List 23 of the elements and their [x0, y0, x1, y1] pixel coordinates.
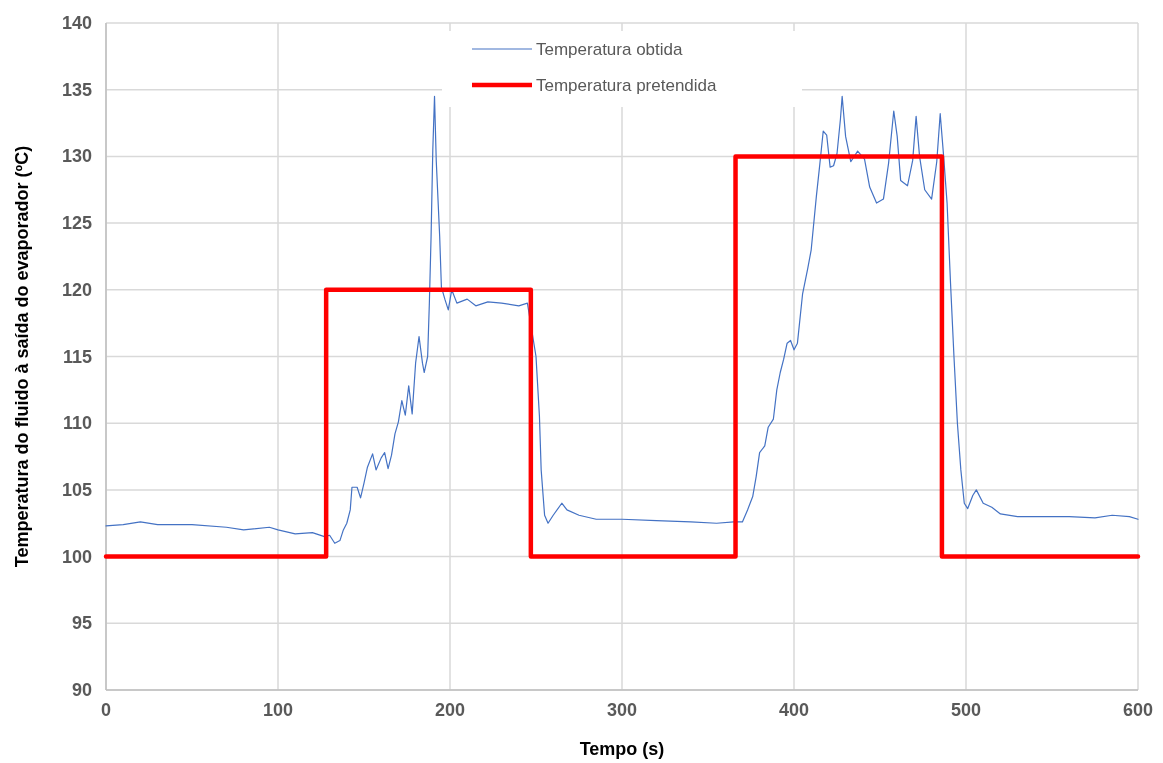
x-tick-label: 600 [1122, 700, 1154, 720]
x-tick-label: 0 [100, 700, 112, 720]
x-axis-title: Tempo (s) [579, 739, 665, 759]
y-tick-label: 115 [62, 346, 92, 367]
y-tick-label: 125 [61, 213, 92, 234]
legend-label: Temperatura obtida [536, 40, 684, 59]
legend-label: Temperatura pretendida [536, 76, 718, 95]
y-tick-label: 140 [61, 13, 92, 33]
x-tick-label: 300 [606, 700, 638, 720]
y-tick-label: 130 [61, 146, 92, 167]
y-tick-label: 100 [61, 546, 92, 567]
y-tick-label: 95 [71, 613, 92, 634]
x-tick-label: 100 [262, 700, 294, 720]
y-tick-label: 105 [61, 479, 92, 500]
x-tick-label: 400 [778, 700, 810, 720]
y-tick-label: 90 [71, 680, 92, 700]
y-tick-label: 110 [62, 413, 92, 434]
x-tick-label: 500 [950, 700, 982, 720]
y-axis-title: Temperatura do fluido à saída do evaporador (ºC) [12, 145, 32, 568]
y-tick-label: 120 [61, 279, 92, 300]
x-tick-label: 200 [434, 700, 466, 720]
line-series [105, 95, 1139, 544]
y-tick-label: 135 [61, 79, 92, 100]
